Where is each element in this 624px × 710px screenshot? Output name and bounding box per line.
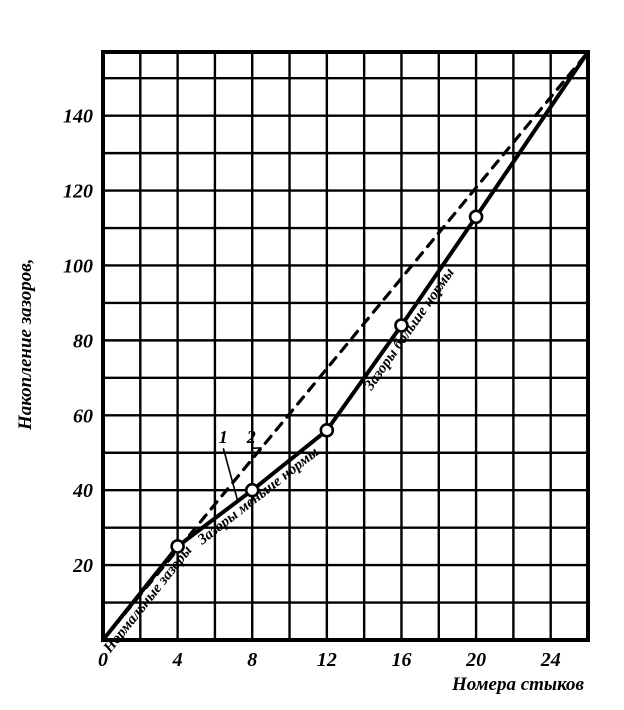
- x-tick-label: 4: [172, 649, 183, 671]
- y-tick-label: 120: [63, 181, 93, 203]
- callout-label-1: 1: [219, 427, 228, 447]
- x-tick-label: 8: [247, 649, 257, 671]
- y-tick-label: 60: [73, 405, 93, 427]
- x-tick-label: 0: [98, 649, 108, 671]
- data-marker: [470, 211, 482, 223]
- y-axis-label: Накопление зазоров,: [15, 258, 36, 431]
- x-axis-label: Номера стыков: [451, 674, 585, 695]
- x-tick-label: 24: [540, 649, 561, 671]
- y-tick-label: 40: [72, 480, 93, 502]
- y-tick-label: 140: [63, 106, 93, 128]
- y-tick-label: 20: [72, 555, 93, 577]
- data-marker: [321, 424, 333, 436]
- x-tick-label: 12: [317, 649, 337, 671]
- x-tick-label: 16: [391, 649, 411, 671]
- x-tick-label: 20: [465, 649, 486, 671]
- y-tick-label: 80: [73, 330, 93, 352]
- callout-label-2: 2: [246, 427, 256, 447]
- gap-accumulation-chart: 0 4 8 12 16 20 24 20 40 60 80 100 120 140 Накопление з…: [0, 0, 624, 710]
- y-tick-label: 100: [63, 255, 93, 277]
